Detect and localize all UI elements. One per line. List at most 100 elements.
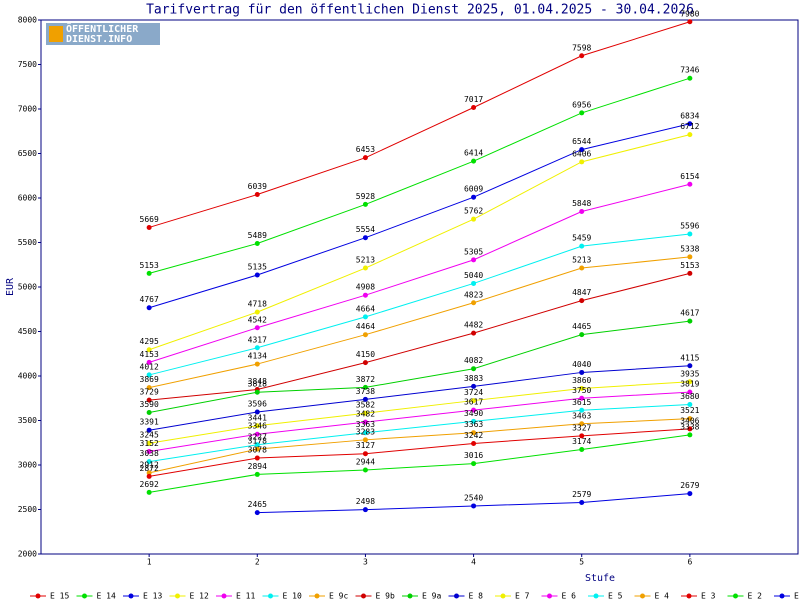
data-point [471, 366, 477, 372]
data-label: 5489 [248, 231, 267, 240]
legend-label: E_13 [143, 592, 162, 600]
y-tick-label: 2000 [18, 550, 37, 559]
data-point [254, 409, 260, 415]
data-point [687, 181, 693, 187]
series-line [148, 134, 690, 351]
legend-label: E_1 [794, 592, 800, 600]
data-label: 3883 [464, 374, 483, 383]
data-point [687, 132, 693, 138]
data-point [687, 491, 693, 497]
data-label: 6039 [248, 182, 267, 191]
data-label: 3363 [356, 420, 375, 429]
data-point [146, 359, 152, 365]
data-label: 4040 [572, 360, 591, 369]
data-label: 5153 [680, 261, 699, 270]
data-point [579, 53, 585, 59]
data-label: 7346 [680, 66, 699, 75]
data-point [687, 318, 693, 324]
data-point [146, 448, 152, 454]
legend-marker [268, 593, 273, 599]
data-label: 2912 [140, 460, 159, 469]
data-label: 2894 [248, 462, 267, 471]
data-label: 3521 [680, 406, 699, 415]
data-point [687, 121, 693, 127]
data-label: 5669 [140, 215, 159, 224]
legend-marker [314, 593, 320, 599]
data-label: 5338 [680, 244, 699, 253]
data-point [687, 363, 693, 369]
data-label: 4847 [572, 288, 591, 297]
data-label: 3363 [464, 420, 483, 429]
legend-label: E_8 [469, 592, 484, 600]
legend-marker [547, 593, 552, 599]
data-label: 4115 [680, 353, 699, 362]
data-label: 4012 [140, 362, 159, 371]
data-point [146, 385, 152, 391]
data-label: 3818 [248, 380, 267, 389]
data-point [362, 235, 368, 241]
data-point [146, 427, 152, 433]
chart-title: Tarifvertrag für den öffentlichen Dienst… [146, 3, 694, 18]
legend-label: E_5 [608, 592, 623, 600]
data-point [362, 410, 368, 416]
series-line [148, 21, 691, 228]
data-point [362, 292, 368, 298]
series-line [149, 256, 690, 389]
series-line [149, 391, 690, 452]
legend-marker [733, 593, 738, 599]
y-axis-label: EUR [5, 277, 16, 296]
x-tick-label: 3 [363, 558, 368, 567]
data-label: 5554 [356, 225, 375, 234]
y-tick-label: 8000 [18, 16, 37, 25]
data-label: 2692 [140, 480, 159, 489]
legend-marker [361, 593, 366, 599]
legend-marker [128, 593, 134, 599]
data-label: 3283 [356, 427, 375, 436]
data-label: 2579 [572, 490, 591, 499]
data-label: 2679 [680, 481, 699, 490]
data-point [687, 416, 693, 422]
series-line [149, 233, 690, 376]
data-label: 3738 [356, 387, 375, 396]
data-label: 4150 [356, 350, 375, 359]
data-label: 5213 [356, 256, 375, 265]
data-label: 4767 [140, 295, 159, 304]
legend-label: E_9c [329, 592, 348, 600]
data-point [254, 423, 260, 429]
data-label: 4153 [140, 350, 159, 359]
legend-marker [640, 593, 645, 599]
data-point [146, 489, 152, 495]
data-label: 3729 [140, 388, 159, 397]
data-point [362, 507, 368, 513]
data-label: 4718 [248, 300, 267, 309]
data-point [471, 330, 477, 336]
legend-label: E_6 [562, 592, 577, 600]
data-point [146, 397, 152, 403]
legend-marker [82, 593, 87, 599]
data-point [687, 19, 693, 25]
data-point [146, 305, 152, 311]
data-point [579, 265, 585, 271]
data-point [579, 298, 585, 304]
legend-label: E_14 [97, 592, 116, 600]
data-point [579, 407, 585, 413]
legend-label: E_12 [190, 592, 209, 600]
data-point [471, 430, 477, 436]
y-tick-label: 6000 [18, 194, 37, 203]
data-point [579, 209, 585, 215]
legend-label: E_4 [655, 592, 670, 600]
data-label: 2872 [140, 464, 159, 473]
legend-label: E_11 [236, 592, 255, 600]
data-point [254, 431, 260, 437]
logo-icon [49, 26, 63, 42]
data-label: 6414 [464, 149, 483, 158]
data-point [146, 473, 152, 479]
logo-box [46, 23, 160, 45]
data-point [687, 426, 693, 432]
data-point [687, 401, 693, 407]
legend-label: E_7 [515, 592, 530, 600]
data-point [579, 147, 585, 153]
data-point [146, 459, 152, 465]
data-point [471, 300, 477, 306]
data-label: 5040 [464, 271, 483, 280]
